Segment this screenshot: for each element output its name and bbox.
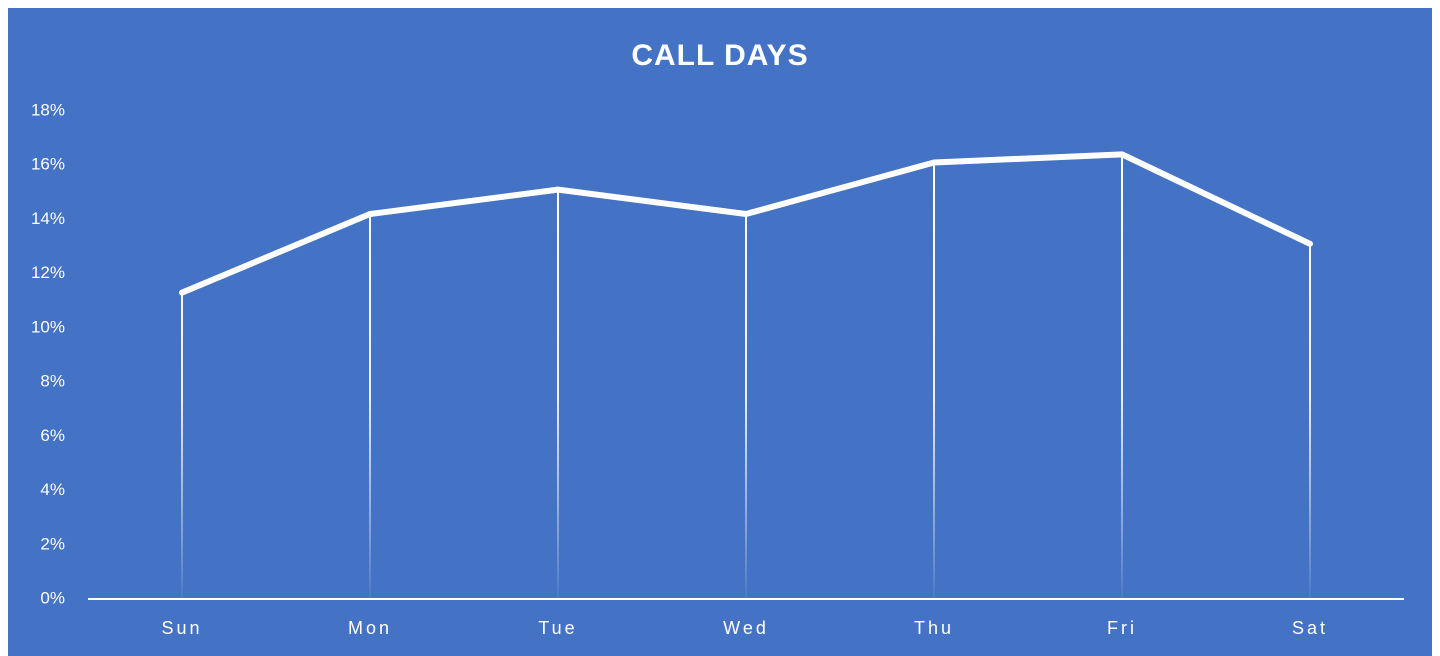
y-tick-label: 10% <box>31 317 65 336</box>
x-tick-label: Thu <box>914 618 954 638</box>
x-tick-label: Fri <box>1107 618 1137 638</box>
y-tick-label: 4% <box>40 480 65 499</box>
chart-background <box>8 8 1432 656</box>
x-tick-label: Sat <box>1292 618 1328 638</box>
y-tick-label: 16% <box>31 155 65 174</box>
x-tick-label: Wed <box>723 618 769 638</box>
data-line <box>179 151 1313 296</box>
y-tick-label: 14% <box>31 209 65 228</box>
y-tick-label: 18% <box>31 100 65 119</box>
x-tick-label: Mon <box>348 618 392 638</box>
y-tick-label: 2% <box>40 534 65 553</box>
y-tick-label: 0% <box>40 588 65 607</box>
y-tick-label: 8% <box>40 372 65 391</box>
x-tick-label: Tue <box>538 618 577 638</box>
x-tick-label: Sun <box>161 618 202 638</box>
chart-title: CALL DAYS <box>631 39 808 72</box>
y-tick-label: 6% <box>40 426 65 445</box>
y-tick-label: 12% <box>31 263 65 282</box>
